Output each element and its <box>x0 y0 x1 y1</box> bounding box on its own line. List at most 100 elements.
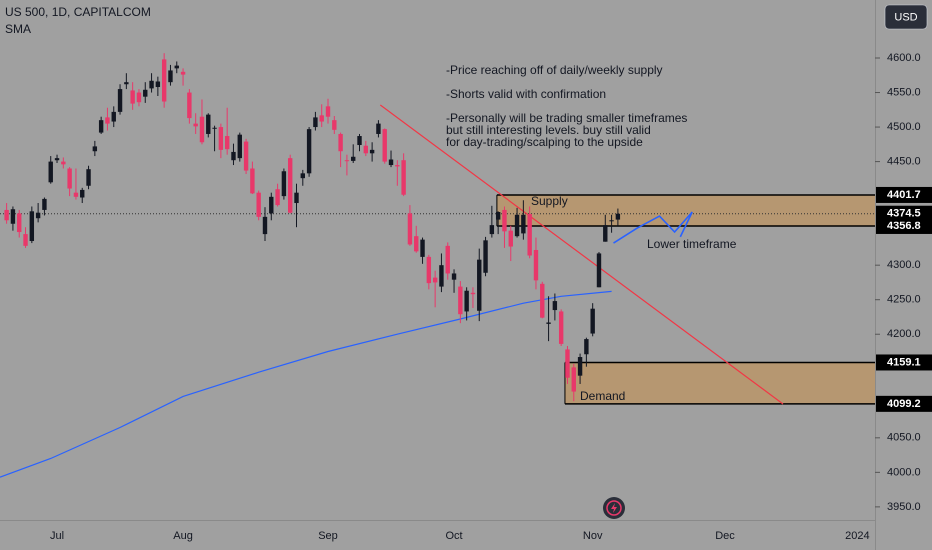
candle-body <box>357 136 362 146</box>
zones <box>0 194 875 405</box>
candle-body <box>73 192 79 197</box>
currency-button[interactable] <box>884 4 928 30</box>
candle-body <box>161 59 167 102</box>
candle-body <box>344 160 350 162</box>
candle-body <box>130 90 135 104</box>
marks <box>0 53 784 478</box>
price-tag <box>876 395 932 412</box>
candle-body <box>149 80 154 89</box>
note: but still interesting levels. buy still … <box>446 123 651 137</box>
y-tick-label: 3950.0 <box>887 501 921 513</box>
candle-body <box>193 123 198 127</box>
candle-body <box>180 71 186 75</box>
zone <box>564 362 875 404</box>
price-tag <box>876 205 932 222</box>
candle-body <box>363 145 369 154</box>
candle-body <box>199 116 205 143</box>
candle-body <box>458 286 463 315</box>
candle-body <box>432 277 438 283</box>
candle-body <box>351 156 356 161</box>
y-tick-label: 4050.0 <box>887 432 921 444</box>
candle-body <box>29 211 35 242</box>
candle-body <box>527 214 532 256</box>
zone-label: Supply <box>531 194 568 208</box>
candle-body <box>67 168 72 189</box>
candle-body <box>281 171 287 197</box>
x-tick-label: Sep <box>318 530 338 542</box>
candle-body <box>143 89 148 97</box>
candle-body <box>451 273 457 280</box>
projection-line <box>613 211 693 244</box>
candle-body <box>420 239 425 257</box>
candle-body <box>558 311 564 344</box>
candle-body <box>332 120 337 130</box>
y-tick-label: 4450.0 <box>887 155 921 167</box>
candle-body <box>577 357 583 376</box>
note: -Price reaching off of daily/weekly supp… <box>446 63 663 77</box>
chart-title: US 500, 1D, CAPITALCOM <box>5 5 151 19</box>
candle-body <box>155 81 161 88</box>
candle-body <box>521 214 526 234</box>
currency-label: USD <box>894 11 917 23</box>
candle-body <box>42 198 47 210</box>
logo-icon <box>603 497 625 519</box>
candle-body <box>262 216 268 235</box>
x-tick-label: Aug <box>173 530 193 542</box>
candle-body <box>187 92 192 119</box>
candle-body <box>224 136 230 150</box>
candle-body <box>92 146 98 152</box>
candle-body <box>502 209 507 232</box>
candle-body <box>546 322 551 324</box>
candle-body <box>615 213 621 220</box>
candle-body <box>508 230 513 247</box>
candle-body <box>609 220 614 222</box>
candle-body <box>61 161 66 165</box>
candle-body <box>206 114 211 134</box>
candle-body <box>48 161 53 183</box>
candle-body <box>256 192 261 217</box>
candle-body <box>565 349 570 378</box>
price-tag-label: 4159.1 <box>887 356 921 368</box>
candle-body <box>382 129 387 162</box>
candle-body <box>98 120 104 133</box>
price-tag-label: 4401.7 <box>887 189 921 201</box>
candle-body <box>376 123 381 134</box>
x-tick-label: Jul <box>50 530 64 542</box>
candle-body <box>111 111 116 122</box>
zone <box>496 194 875 226</box>
zone-label: Demand <box>580 389 625 403</box>
candle-body <box>483 240 488 273</box>
price-tag-label: 4099.2 <box>887 398 921 410</box>
candle-body <box>514 214 520 237</box>
candle-body <box>439 265 444 287</box>
candle-body <box>325 106 331 117</box>
note: -Shorts valid with confirmation <box>446 87 606 101</box>
candle-body <box>540 283 545 318</box>
x-tick-label: 2024 <box>845 530 869 542</box>
candle-body <box>495 212 501 220</box>
candle-body <box>35 212 41 219</box>
candle-body <box>231 151 236 161</box>
price-tag <box>876 186 932 203</box>
price-tag-label: 4374.5 <box>887 208 921 220</box>
candle-body <box>243 141 249 171</box>
candle-body <box>17 213 22 233</box>
x-tick-label: Oct <box>445 530 462 542</box>
candle-body <box>407 213 413 245</box>
sma-line <box>0 290 612 478</box>
y-tick-label: 4600.0 <box>887 52 921 64</box>
candle-body <box>105 117 110 124</box>
candle-body <box>80 189 85 198</box>
candle-body <box>313 117 318 128</box>
y-tick-label: 4300.0 <box>887 259 921 271</box>
candle-body <box>414 236 419 252</box>
candle-body <box>464 290 469 312</box>
y-tick-label: 4200.0 <box>887 328 921 340</box>
candle-body <box>136 92 142 103</box>
candle-body <box>10 209 16 224</box>
y-tick-label: 4550.0 <box>887 86 921 98</box>
candle-body <box>426 256 432 284</box>
y-tick-label: 4250.0 <box>887 294 921 306</box>
